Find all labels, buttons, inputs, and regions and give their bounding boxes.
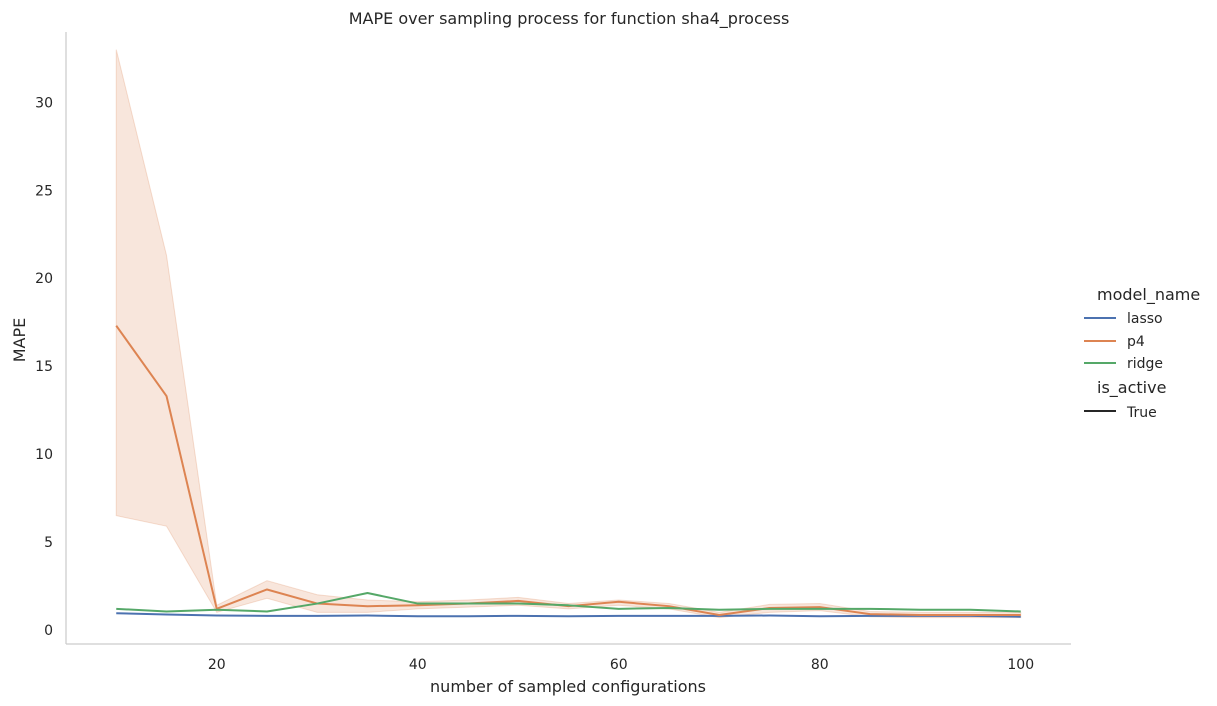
x-axis-label: number of sampled configurations	[430, 677, 706, 696]
x-tick-label: 20	[208, 657, 226, 673]
y-tick-label: 5	[44, 535, 53, 551]
confidence-band-p4	[115, 49, 1022, 619]
legend-item: True	[1084, 405, 1157, 421]
x-ticks: 20 40 60 80 100	[208, 657, 1034, 673]
series-line-ridge	[116, 592, 1021, 613]
plot-area	[115, 49, 1022, 619]
series-line-lasso	[116, 612, 1021, 618]
series-line-p4	[115, 325, 1021, 616]
y-axis-label: MAPE	[10, 318, 29, 363]
y-tick-label: 20	[35, 271, 53, 287]
legend-label-p4: p4	[1127, 334, 1145, 350]
y-ticks: 0 5 10 15 20 25 30	[35, 95, 53, 639]
legend-label-lasso: lasso	[1127, 311, 1163, 327]
legend-item: lasso	[1084, 311, 1163, 327]
legend-label-ridge: ridge	[1127, 356, 1163, 372]
legend-item: ridge	[1084, 356, 1163, 372]
y-tick-label: 30	[35, 95, 53, 111]
y-tick-label: 25	[35, 183, 53, 199]
x-tick-label: 100	[1007, 657, 1034, 673]
x-tick-label: 60	[610, 657, 628, 673]
x-tick-label: 80	[811, 657, 829, 673]
y-tick-label: 10	[35, 447, 53, 463]
legend: model_name lasso p4 ridge is_active True	[1084, 285, 1200, 421]
x-tick-label: 40	[409, 657, 427, 673]
legend-style-title: is_active	[1097, 378, 1166, 398]
y-tick-label: 15	[35, 359, 53, 375]
y-tick-label: 0	[44, 623, 53, 639]
legend-hue-title: model_name	[1097, 285, 1200, 305]
legend-item: p4	[1084, 334, 1145, 350]
chart-title: MAPE over sampling process for function …	[349, 9, 790, 29]
legend-label-true: True	[1126, 405, 1157, 421]
